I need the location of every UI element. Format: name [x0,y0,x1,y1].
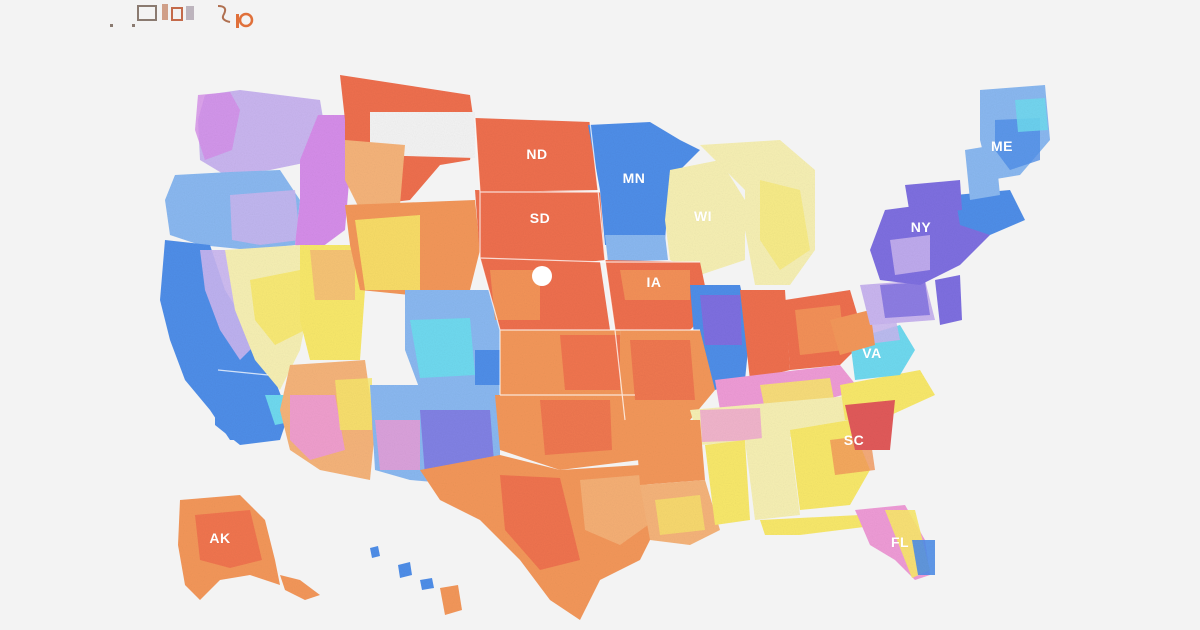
region-fl-panhandle [760,515,880,535]
region-nv-yellow [250,270,305,345]
region-ak-tail [280,575,320,600]
region-nj [935,275,962,325]
region-nd [475,118,598,192]
region-sd [475,190,605,265]
region-tx-red [500,475,580,570]
region-tx-peach [580,475,655,545]
region-me-cyan [1015,98,1048,132]
region-new-england [955,190,1025,235]
county-regions [160,75,1050,620]
region-ok-red [540,400,612,455]
region-hi-1 [370,546,380,558]
region-pa-purple [880,282,930,318]
border-sd-ne [479,257,606,263]
region-il-purple [700,295,742,345]
border-ca-line [217,369,269,376]
region-ia-orange [620,270,690,300]
region-wv [830,310,875,355]
region-ut-peach [310,250,355,300]
logo-mark [110,4,254,28]
region-nm-purple [420,410,495,475]
region-mt-peach [345,140,405,210]
region-wy-yellow [355,215,420,290]
region-fl-blue [912,540,935,575]
region-az-yellow [335,378,372,430]
border-plains-east [589,121,626,421]
map-marker [532,266,552,286]
region-mi-yellow [760,180,810,270]
region-ma-purple [905,180,962,215]
region-hi-4 [440,585,462,615]
region-ak-red [195,510,262,568]
region-tn-pink [700,408,762,442]
region-wa-west [195,92,240,160]
region-mo-red [630,340,695,400]
region-ne-orange [490,270,540,320]
region-co-blue [475,350,505,385]
state-borders [217,117,700,421]
region-wi [665,160,745,275]
region-hi-2 [398,562,412,578]
region-az-pink [290,395,345,460]
region-mn [588,122,700,245]
region-sc [845,400,895,450]
region-ny-lav [890,235,930,275]
region-ar [635,420,705,485]
region-co-cyan [410,318,475,378]
region-id [295,115,350,250]
region-ks-red [560,335,620,390]
region-al [745,435,800,520]
region-oh-orange [795,305,845,355]
region-or-east [230,190,300,245]
region-nm-pink [375,420,420,470]
region-in [740,290,790,380]
region-la-yellow [655,495,705,535]
region-ms [705,440,750,525]
region-mn-light [605,235,668,262]
region-hi-3 [420,578,434,590]
